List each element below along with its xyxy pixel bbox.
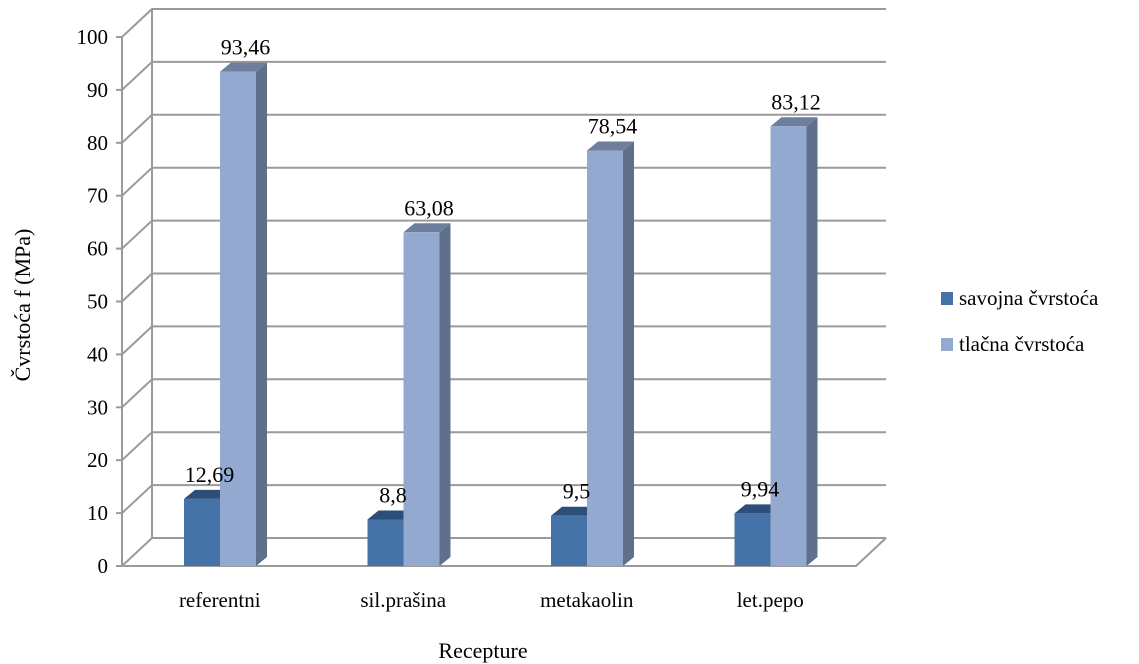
y-tick-label: 60: [87, 237, 108, 261]
gridline: [121, 431, 886, 461]
y-tick-label: 20: [87, 448, 108, 472]
chart-walls: [116, 8, 887, 567]
bar-tlacna-3: [770, 117, 818, 566]
category-label: metakaolin: [540, 588, 634, 612]
data-labels: 12,69 93,46 8,8 63,08 9,5 78,54 9,94 83,12: [185, 35, 821, 508]
legend-swatch: [941, 338, 953, 351]
bar-top: [403, 223, 451, 233]
y-tick-label: 90: [87, 78, 108, 102]
bar-top: [734, 504, 782, 514]
data-label: 9,94: [741, 476, 780, 501]
y-tick-label: 100: [77, 25, 109, 49]
bar-top: [220, 62, 267, 72]
y-tick-label: 40: [87, 342, 108, 366]
bar-tlacna-2: [587, 141, 634, 566]
bar-front: [734, 513, 771, 566]
y-tick-label: 80: [87, 131, 108, 155]
x-axis-title: Recepture: [438, 638, 527, 663]
bar-front: [367, 519, 404, 566]
data-label: 12,69: [185, 462, 235, 487]
bar-tlacna-0: [220, 62, 267, 567]
bar-front: [403, 232, 440, 566]
gridline: [121, 166, 886, 197]
data-label: 9,5: [563, 479, 591, 504]
gridline: [121, 8, 886, 38]
bar-top: [367, 510, 415, 520]
bar-top: [770, 117, 818, 127]
gridline: [121, 219, 886, 250]
y-tick-label: 10: [87, 501, 108, 525]
category-labels: referentni sil.prašina metakaolin let.pepo: [179, 588, 804, 612]
data-label: 83,12: [771, 89, 821, 114]
bar-front: [770, 126, 807, 566]
gridline: [121, 484, 886, 514]
bar-top: [587, 141, 634, 151]
data-label: 78,54: [588, 114, 638, 139]
y-tick-labels: 0 10 20 30 40 50 60 70 80 90 100: [77, 25, 109, 578]
y-tick-label: 0: [98, 554, 109, 578]
bar-side: [256, 62, 267, 567]
legend-label: tlačna čvrstoća: [959, 332, 1085, 356]
bar-front: [184, 498, 220, 566]
gridline: [121, 60, 886, 91]
bar-side: [439, 223, 451, 566]
category-label: let.pepo: [737, 588, 804, 612]
y-tick-label: 30: [87, 395, 108, 419]
y-axis-title: Čvrstoća f (MPa): [10, 229, 35, 382]
bars: [184, 62, 818, 567]
bar-side: [623, 141, 634, 566]
category-label: sil.prašina: [360, 588, 446, 612]
gridline: [121, 325, 886, 356]
bar-front: [587, 150, 623, 566]
gridline: [121, 378, 886, 409]
legend: savojna čvrstoća tlačna čvrstoća: [941, 286, 1099, 356]
data-label: 8,8: [379, 482, 407, 507]
bar-tlacna-1: [403, 223, 451, 566]
category-label: referentni: [179, 588, 261, 612]
y-tick-label: 70: [87, 184, 108, 208]
y-tick-label: 50: [87, 290, 108, 314]
bar-front: [551, 515, 587, 566]
data-label: 63,08: [404, 195, 454, 220]
data-label: 93,46: [221, 35, 271, 60]
gridline: [121, 272, 886, 303]
bar-top: [184, 489, 231, 499]
gridline: [121, 537, 886, 567]
legend-label: savojna čvrstoća: [959, 286, 1099, 310]
bar-side: [806, 117, 818, 566]
legend-swatch: [941, 292, 953, 305]
gridline: [121, 113, 886, 144]
bar-top: [551, 506, 598, 516]
floor-edge: [122, 537, 887, 567]
bar-front: [220, 71, 256, 566]
